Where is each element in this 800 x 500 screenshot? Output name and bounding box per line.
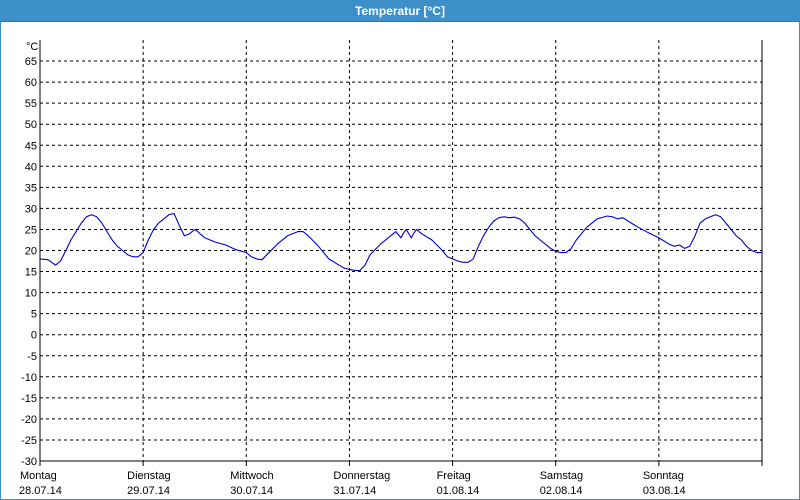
y-tick-label: 55 xyxy=(25,98,37,110)
y-tick-label: 25 xyxy=(25,224,37,236)
y-tick-label: 35 xyxy=(25,182,37,194)
temperature-line xyxy=(39,212,762,272)
x-day-date: 30.07.14 xyxy=(230,485,273,497)
chart-title: Temperatur [°C] xyxy=(0,0,800,22)
series-layer xyxy=(39,212,762,272)
axis-layer xyxy=(39,40,763,466)
y-tick-label: -5 xyxy=(27,351,37,363)
x-day-name: Dienstag xyxy=(127,470,170,482)
x-day-date: 31.07.14 xyxy=(333,485,376,497)
x-day-date: 28.07.14 xyxy=(19,485,62,497)
x-day-name: Sonntag xyxy=(643,470,684,482)
y-tick-label: 60 xyxy=(25,77,37,89)
y-unit-label: °C xyxy=(26,41,38,53)
y-tick-label: 10 xyxy=(25,288,37,300)
y-tick-label: -20 xyxy=(21,414,37,426)
y-tick-label: -15 xyxy=(21,393,37,405)
x-day-date: 29.07.14 xyxy=(127,485,170,497)
y-tick-label: -25 xyxy=(21,435,37,447)
y-tick-label: -30 xyxy=(21,456,37,468)
x-day-name: Donnerstag xyxy=(333,470,390,482)
y-tick-label: 5 xyxy=(31,309,37,321)
x-day-name: Mittwoch xyxy=(230,470,273,482)
x-day-labels: Montag 28.07.14 Dienstag 29.07.14 Mittwoch 30… xyxy=(19,470,686,497)
x-day-date: 02.08.14 xyxy=(540,485,583,497)
x-day-date: 01.08.14 xyxy=(437,485,480,497)
y-tick-label: 20 xyxy=(25,246,37,258)
y-tick-label: 50 xyxy=(25,119,37,131)
y-tick-label: 30 xyxy=(25,203,37,215)
y-tick-label: -10 xyxy=(21,372,37,384)
y-tick-label: 15 xyxy=(25,267,37,279)
y-tick-label: 0 xyxy=(31,330,37,342)
x-day-name: Montag xyxy=(20,470,57,482)
y-tick-label: 45 xyxy=(25,140,37,152)
grid-layer xyxy=(40,40,762,461)
x-day-name: Freitag xyxy=(437,470,471,482)
x-day-date: 03.08.14 xyxy=(643,485,686,497)
y-tick-label: 40 xyxy=(25,161,37,173)
y-tick-labels: 65605550454035302520151050-5-10-15-20-25… xyxy=(21,56,37,468)
x-day-name: Samstag xyxy=(540,470,583,482)
y-tick-label: 65 xyxy=(25,56,37,68)
